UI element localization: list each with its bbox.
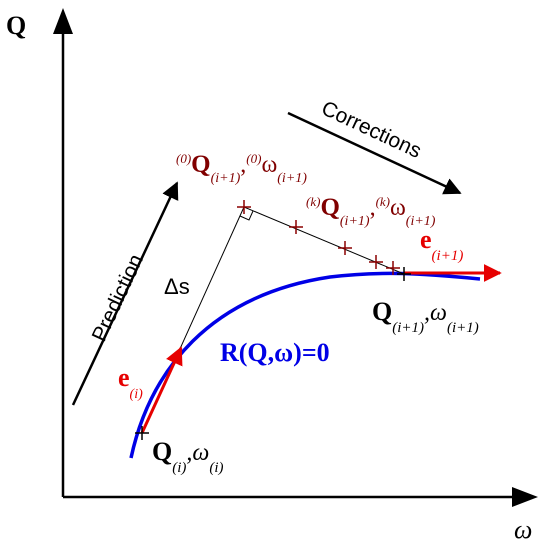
iterate-marker-1 [289, 220, 303, 234]
tangent-vector-e-i1-label: e(i+1) [420, 225, 463, 264]
corrections-arrow [287, 111, 462, 195]
iterate-marker-3 [369, 255, 383, 269]
predicted-point-label: (0)Q(i+1),(0)ω(i+1) [176, 151, 307, 186]
iteration-markers [237, 200, 400, 275]
right-angle-marker [239, 210, 254, 221]
iterate-marker-4 [386, 261, 400, 275]
tangent-vector-e-i [140, 346, 183, 434]
y-axis-label: Q [6, 11, 26, 40]
predicted-point-marker [237, 200, 251, 214]
arc-length-label: Δs [164, 274, 190, 299]
curve-equation: R(Q,ω)=0 [220, 338, 330, 367]
iterate-marker-2 [338, 241, 352, 255]
tangent-vector-e-i-label: e(i) [118, 363, 143, 402]
start-point-label: Q(i),ω(i) [152, 437, 224, 476]
prediction-arrow [71, 181, 179, 406]
converged-point-label: Q(i+1),ω(i+1) [372, 297, 479, 336]
y-axis-arrowhead [53, 8, 73, 34]
prediction-label: Prediction [88, 251, 148, 345]
iterate-point-label: (k)Q(i+1),(k)ω(i+1) [306, 194, 436, 229]
x-axis-label: ω [514, 515, 532, 544]
converged-point-marker [397, 267, 411, 281]
axes [53, 8, 538, 507]
x-axis-arrowhead [512, 487, 538, 507]
start-point-marker [135, 426, 149, 440]
corrector-line [243, 206, 405, 275]
